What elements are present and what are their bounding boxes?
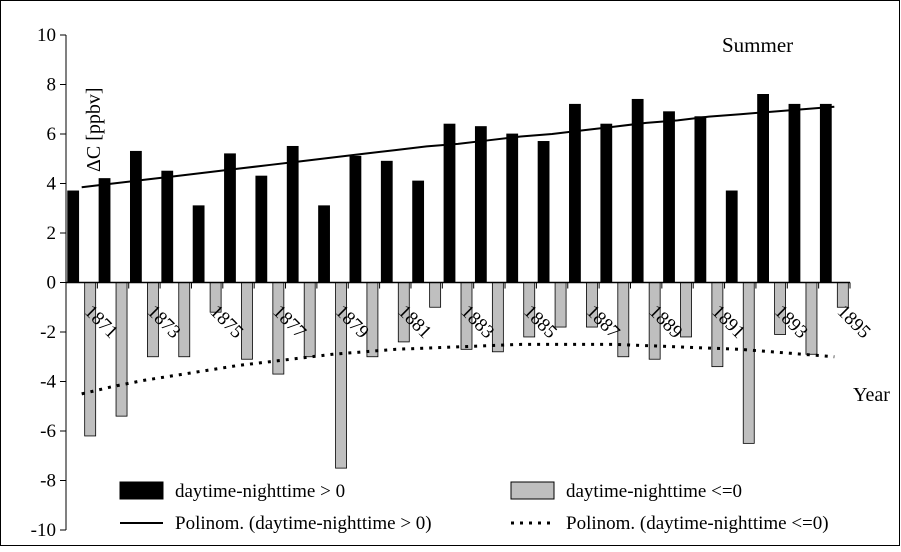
- y-tick-label: -4: [40, 372, 56, 393]
- bar-positive: [443, 123, 456, 283]
- bar-positive: [380, 160, 393, 283]
- y-tick-label: 10: [37, 25, 56, 46]
- legend-item-negative: daytime-nighttime <=0: [510, 481, 742, 502]
- bar-positive: [255, 175, 268, 283]
- legend-label-trend-positive: Polinom. (daytime-nighttime > 0): [175, 513, 432, 534]
- bar-positive: [757, 94, 769, 283]
- bar-negative: [303, 282, 316, 358]
- bar-positive: [286, 145, 299, 283]
- bar-positive: [318, 205, 330, 283]
- bar-positive: [506, 133, 519, 283]
- y-tick-label: -10: [31, 520, 56, 541]
- bar-positive: [224, 153, 236, 283]
- bar-positive: [67, 190, 80, 283]
- season-label: Summer: [722, 33, 793, 57]
- trendline-negative: [81, 342, 835, 396]
- trendlines: [81, 105, 835, 396]
- legend-label-positive: daytime-nighttime > 0: [175, 481, 345, 502]
- legend-label-negative: daytime-nighttime <=0: [566, 481, 742, 502]
- trendline-positive: [81, 105, 835, 189]
- bar-positive: [663, 111, 675, 283]
- bar-positive: [631, 98, 644, 283]
- bar-positive: [725, 190, 738, 283]
- y-tick-label: -8: [40, 471, 56, 492]
- bar-positive: [412, 180, 425, 283]
- bar-negative: [115, 282, 128, 417]
- y-axis-label: ΔC [ppbv]: [83, 87, 105, 172]
- y-tick-label: 8: [47, 75, 57, 96]
- legend: daytime-nighttime > 0 daytime-nighttime …: [119, 481, 829, 534]
- bar-positive: [349, 155, 362, 283]
- legend-item-trend-positive: Polinom. (daytime-nighttime > 0): [120, 513, 432, 534]
- legend-swatch-negative: [510, 481, 555, 500]
- bar-negative: [429, 282, 442, 308]
- bar-positive: [474, 126, 487, 283]
- y-tick-label: 2: [47, 223, 57, 244]
- legend-label-trend-negative: Polinom. (daytime-nighttime <=0): [566, 513, 829, 534]
- bars: [67, 94, 849, 469]
- bar-positive: [192, 205, 205, 283]
- bar-positive: [129, 150, 142, 283]
- bar-positive: [819, 103, 832, 283]
- bar-negative: [554, 282, 567, 328]
- y-tick-label: -2: [40, 322, 56, 343]
- bar-positive: [788, 103, 801, 283]
- bar-positive: [600, 123, 613, 283]
- legend-item-trend-negative: Polinom. (daytime-nighttime <=0): [511, 513, 829, 534]
- bar-positive: [694, 116, 707, 283]
- bar-negative: [491, 282, 504, 353]
- x-axis-label: Year: [853, 384, 890, 406]
- y-tick-label: -6: [40, 421, 56, 442]
- bar-negative: [366, 282, 379, 358]
- bar-positive: [98, 178, 111, 283]
- bar-positive: [537, 141, 550, 283]
- y-tick-label: 6: [47, 124, 57, 145]
- bar-negative: [178, 282, 191, 358]
- y-tick-label: 0: [47, 273, 57, 294]
- bar-negative: [241, 282, 253, 360]
- bar-negative: [805, 282, 818, 355]
- bar-positive: [161, 170, 174, 283]
- legend-item-positive: daytime-nighttime > 0: [119, 481, 345, 502]
- y-tick-label: 4: [47, 174, 57, 195]
- legend-swatch-positive: [119, 481, 164, 500]
- bar-negative: [742, 282, 755, 444]
- y-axis: 10 8 6 4 2 0 -2 -4 -6 -8 -10: [31, 25, 67, 541]
- x-axis: [65, 281, 851, 289]
